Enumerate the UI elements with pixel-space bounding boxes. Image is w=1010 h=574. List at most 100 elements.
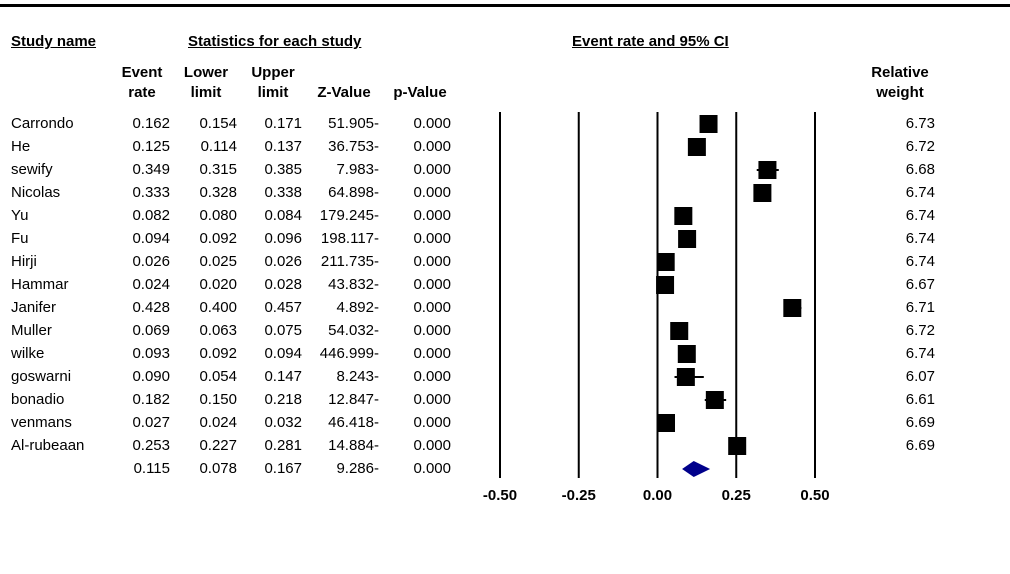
relative-weight-cell: 6.61	[905, 391, 935, 408]
p-value-cell: 0.000	[413, 437, 451, 454]
summary-upper-limit-cell: 0.167	[264, 460, 302, 477]
lower-limit-header-line2: limit	[190, 84, 222, 101]
z-value-cell: 446.999-	[319, 345, 379, 362]
upper-limit-cell: 0.385	[264, 161, 302, 178]
relative-weight-cell: 6.71	[905, 299, 935, 316]
top-rule	[0, 4, 1010, 7]
study-marker	[656, 253, 675, 271]
p-value-cell: 0.000	[413, 345, 451, 362]
relative-weight-cell: 6.73	[905, 115, 935, 132]
lower-limit-cell: 0.315	[199, 161, 237, 178]
relative-weight-cell: 6.74	[905, 345, 935, 362]
relative-weight-cell: 6.74	[905, 253, 935, 270]
lower-limit-cell: 0.020	[199, 276, 237, 293]
lower-limit-cell: 0.328	[199, 184, 237, 201]
upper-limit-cell: 0.032	[264, 414, 302, 431]
p-value-cell: 0.000	[413, 253, 451, 270]
upper-limit-cell: 0.171	[264, 115, 302, 132]
relative-weight-header-line1: Relative	[871, 64, 929, 81]
event-rate-cell: 0.253	[132, 437, 170, 454]
lower-limit-cell: 0.092	[199, 345, 237, 362]
summary-lower-limit-cell: 0.078	[199, 460, 237, 477]
event-rate-cell: 0.090	[132, 368, 170, 385]
lower-limit-cell: 0.154	[199, 115, 237, 132]
upper-limit-header-line2: limit	[257, 84, 289, 101]
p-value-cell: 0.000	[413, 414, 451, 431]
z-value-cell: 54.032-	[328, 322, 379, 339]
study-marker	[676, 368, 695, 386]
lower-limit-cell: 0.150	[199, 391, 237, 408]
relative-weight-cell: 6.68	[905, 161, 935, 178]
upper-limit-cell: 0.218	[264, 391, 302, 408]
study-name: bonadio	[11, 391, 65, 408]
study-name: venmans	[11, 414, 72, 431]
study-marker	[758, 161, 777, 179]
upper-limit-cell: 0.075	[264, 322, 302, 339]
x-tick-label: 0.00	[643, 487, 672, 504]
x-tick-label: -0.25	[562, 487, 596, 504]
upper-limit-cell: 0.137	[264, 138, 302, 155]
study-name: Carrondo	[11, 115, 74, 132]
upper-limit-cell: 0.338	[264, 184, 302, 201]
event-rate-cell: 0.182	[132, 391, 170, 408]
relative-weight-cell: 6.72	[905, 138, 935, 155]
upper-limit-header-line1: Upper	[251, 64, 295, 81]
study-marker	[657, 414, 676, 432]
study-marker	[728, 437, 747, 455]
relative-weight-header: Relative weight	[855, 63, 945, 103]
study-name: Janifer	[11, 299, 57, 316]
lower-limit-cell: 0.024	[199, 414, 237, 431]
study-marker	[705, 391, 724, 409]
study-marker	[687, 138, 706, 156]
relative-weight-cell: 6.69	[905, 414, 935, 431]
study-name: goswarni	[11, 368, 72, 385]
lower-limit-header: Lower limit	[176, 63, 236, 103]
event-rate-cell: 0.094	[132, 230, 170, 247]
study-name-header: Study name	[11, 33, 97, 50]
statistics-header: Statistics for each study	[188, 33, 362, 50]
lower-limit-cell: 0.227	[199, 437, 237, 454]
study-marker	[678, 230, 697, 248]
p-value-cell: 0.000	[413, 230, 451, 247]
p-value-cell: 0.000	[413, 322, 451, 339]
x-tick-label: -0.50	[483, 487, 517, 504]
lower-limit-header-line1: Lower	[183, 64, 229, 81]
study-marker	[670, 322, 689, 340]
summary-diamond	[682, 461, 711, 477]
lower-limit-cell: 0.025	[199, 253, 237, 270]
z-value-cell: 4.892-	[336, 299, 379, 316]
event-rate-cell: 0.333	[132, 184, 170, 201]
z-value-cell: 43.832-	[328, 276, 379, 293]
p-value-cell: 0.000	[413, 115, 451, 132]
upper-limit-cell: 0.084	[264, 207, 302, 224]
lower-limit-cell: 0.400	[199, 299, 237, 316]
upper-limit-cell: 0.457	[264, 299, 302, 316]
p-value-cell: 0.000	[413, 299, 451, 316]
p-value-cell: 0.000	[413, 184, 451, 201]
upper-limit-cell: 0.094	[264, 345, 302, 362]
study-marker	[699, 115, 718, 133]
upper-limit-cell: 0.026	[264, 253, 302, 270]
p-value-cell: 0.000	[413, 207, 451, 224]
z-value-cell: 64.898-	[328, 184, 379, 201]
summary-p-value-cell: 0.000	[413, 460, 451, 477]
p-value-cell: 0.000	[413, 138, 451, 155]
event-rate-cell: 0.024	[132, 276, 170, 293]
study-marker	[656, 276, 675, 294]
z-value-cell: 7.983-	[336, 161, 379, 178]
relative-weight-cell: 6.74	[905, 207, 935, 224]
lower-limit-cell: 0.054	[199, 368, 237, 385]
relative-weight-cell: 6.74	[905, 184, 935, 201]
study-marker	[674, 207, 693, 225]
event-rate-cell: 0.428	[132, 299, 170, 316]
event-rate-cell: 0.093	[132, 345, 170, 362]
event-rate-cell: 0.162	[132, 115, 170, 132]
event-rate-header-line2: rate	[128, 84, 156, 101]
p-value-header: p-Value	[393, 84, 447, 101]
summary-event-rate-cell: 0.115	[133, 460, 170, 477]
z-value-cell: 8.243-	[336, 368, 379, 385]
event-rate-cell: 0.027	[132, 414, 170, 431]
event-rate-header-line1: Event	[121, 64, 163, 81]
study-marker	[783, 299, 802, 317]
study-marker	[753, 184, 772, 202]
